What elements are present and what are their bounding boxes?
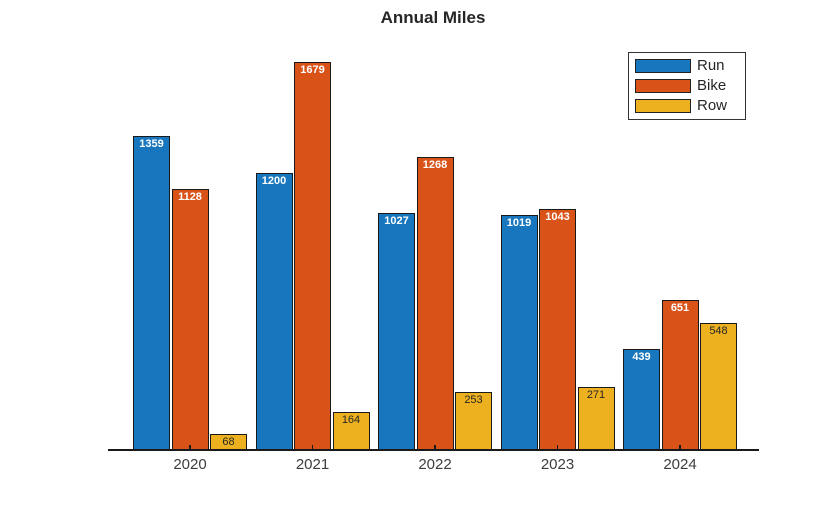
x-axis-tick — [189, 445, 191, 450]
bar-bike-2024: 651 — [661, 299, 699, 450]
bar-row-2021: 164 — [332, 412, 370, 450]
legend-label-row: Row — [697, 97, 728, 114]
bar-row-2022: 253 — [455, 391, 492, 450]
x-axis-tick — [434, 445, 436, 450]
bar-value-label: 1268 — [422, 158, 448, 171]
bar-value-label: 548 — [709, 325, 728, 338]
bar-value-label: 1359 — [139, 137, 164, 150]
bar-value-label: 253 — [464, 393, 483, 406]
x-axis-label-2023: 2023 — [540, 456, 575, 473]
x-axis-tick — [556, 445, 559, 450]
bar-value-label: 1043 — [545, 210, 570, 223]
bar-value-label: 1128 — [178, 191, 202, 204]
bar-value-label: 164 — [341, 414, 361, 427]
bar-value-label: 1200 — [261, 174, 287, 187]
bar-bike-2020: 1128 — [171, 189, 209, 450]
bar-value-label: 1027 — [384, 214, 409, 227]
bar-value-label: 439 — [632, 350, 651, 363]
bar-value-label: 651 — [670, 301, 690, 314]
bar-run-2020: 1359 — [133, 135, 170, 450]
bar-run-2022: 1027 — [378, 212, 415, 450]
bar-row-2023: 271 — [577, 387, 615, 450]
legend-item-run: Run — [635, 58, 739, 74]
x-axis-label-2021: 2021 — [295, 456, 330, 473]
x-axis-label-2022: 2022 — [418, 456, 452, 473]
bar-row-2020: 68 — [210, 434, 247, 450]
legend-item-row: Row — [635, 98, 739, 114]
legend-swatch-row — [635, 99, 691, 113]
bar-value-label: 1019 — [506, 216, 532, 229]
bar-run-2024: 439 — [623, 348, 660, 450]
x-axis-tick — [311, 445, 314, 450]
bar-bike-2021: 1679 — [294, 62, 331, 450]
legend-item-bike: Bike — [635, 78, 739, 94]
x-axis-tick — [679, 445, 681, 450]
bar-run-2021: 1200 — [255, 172, 293, 450]
bar-run-2023: 1019 — [500, 214, 538, 450]
chart-title: Annual Miles — [380, 8, 486, 27]
bar-row-2024: 548 — [700, 323, 737, 450]
bar-value-label: 68 — [222, 436, 235, 449]
bar-value-label: 271 — [586, 389, 606, 402]
bar-bike-2023: 1043 — [539, 208, 576, 450]
legend: Run Bike Row — [628, 52, 746, 120]
legend-swatch-bike — [635, 79, 691, 93]
x-axis-line — [108, 449, 759, 451]
legend-swatch-run — [635, 59, 691, 73]
x-axis-label-2024: 2024 — [663, 456, 697, 473]
bar-value-label: 1679 — [300, 64, 325, 76]
x-axis-label-2020: 2020 — [173, 456, 207, 473]
legend-label-bike: Bike — [697, 77, 727, 94]
bar-bike-2022: 1268 — [416, 156, 454, 450]
legend-label-run: Run — [697, 57, 725, 74]
